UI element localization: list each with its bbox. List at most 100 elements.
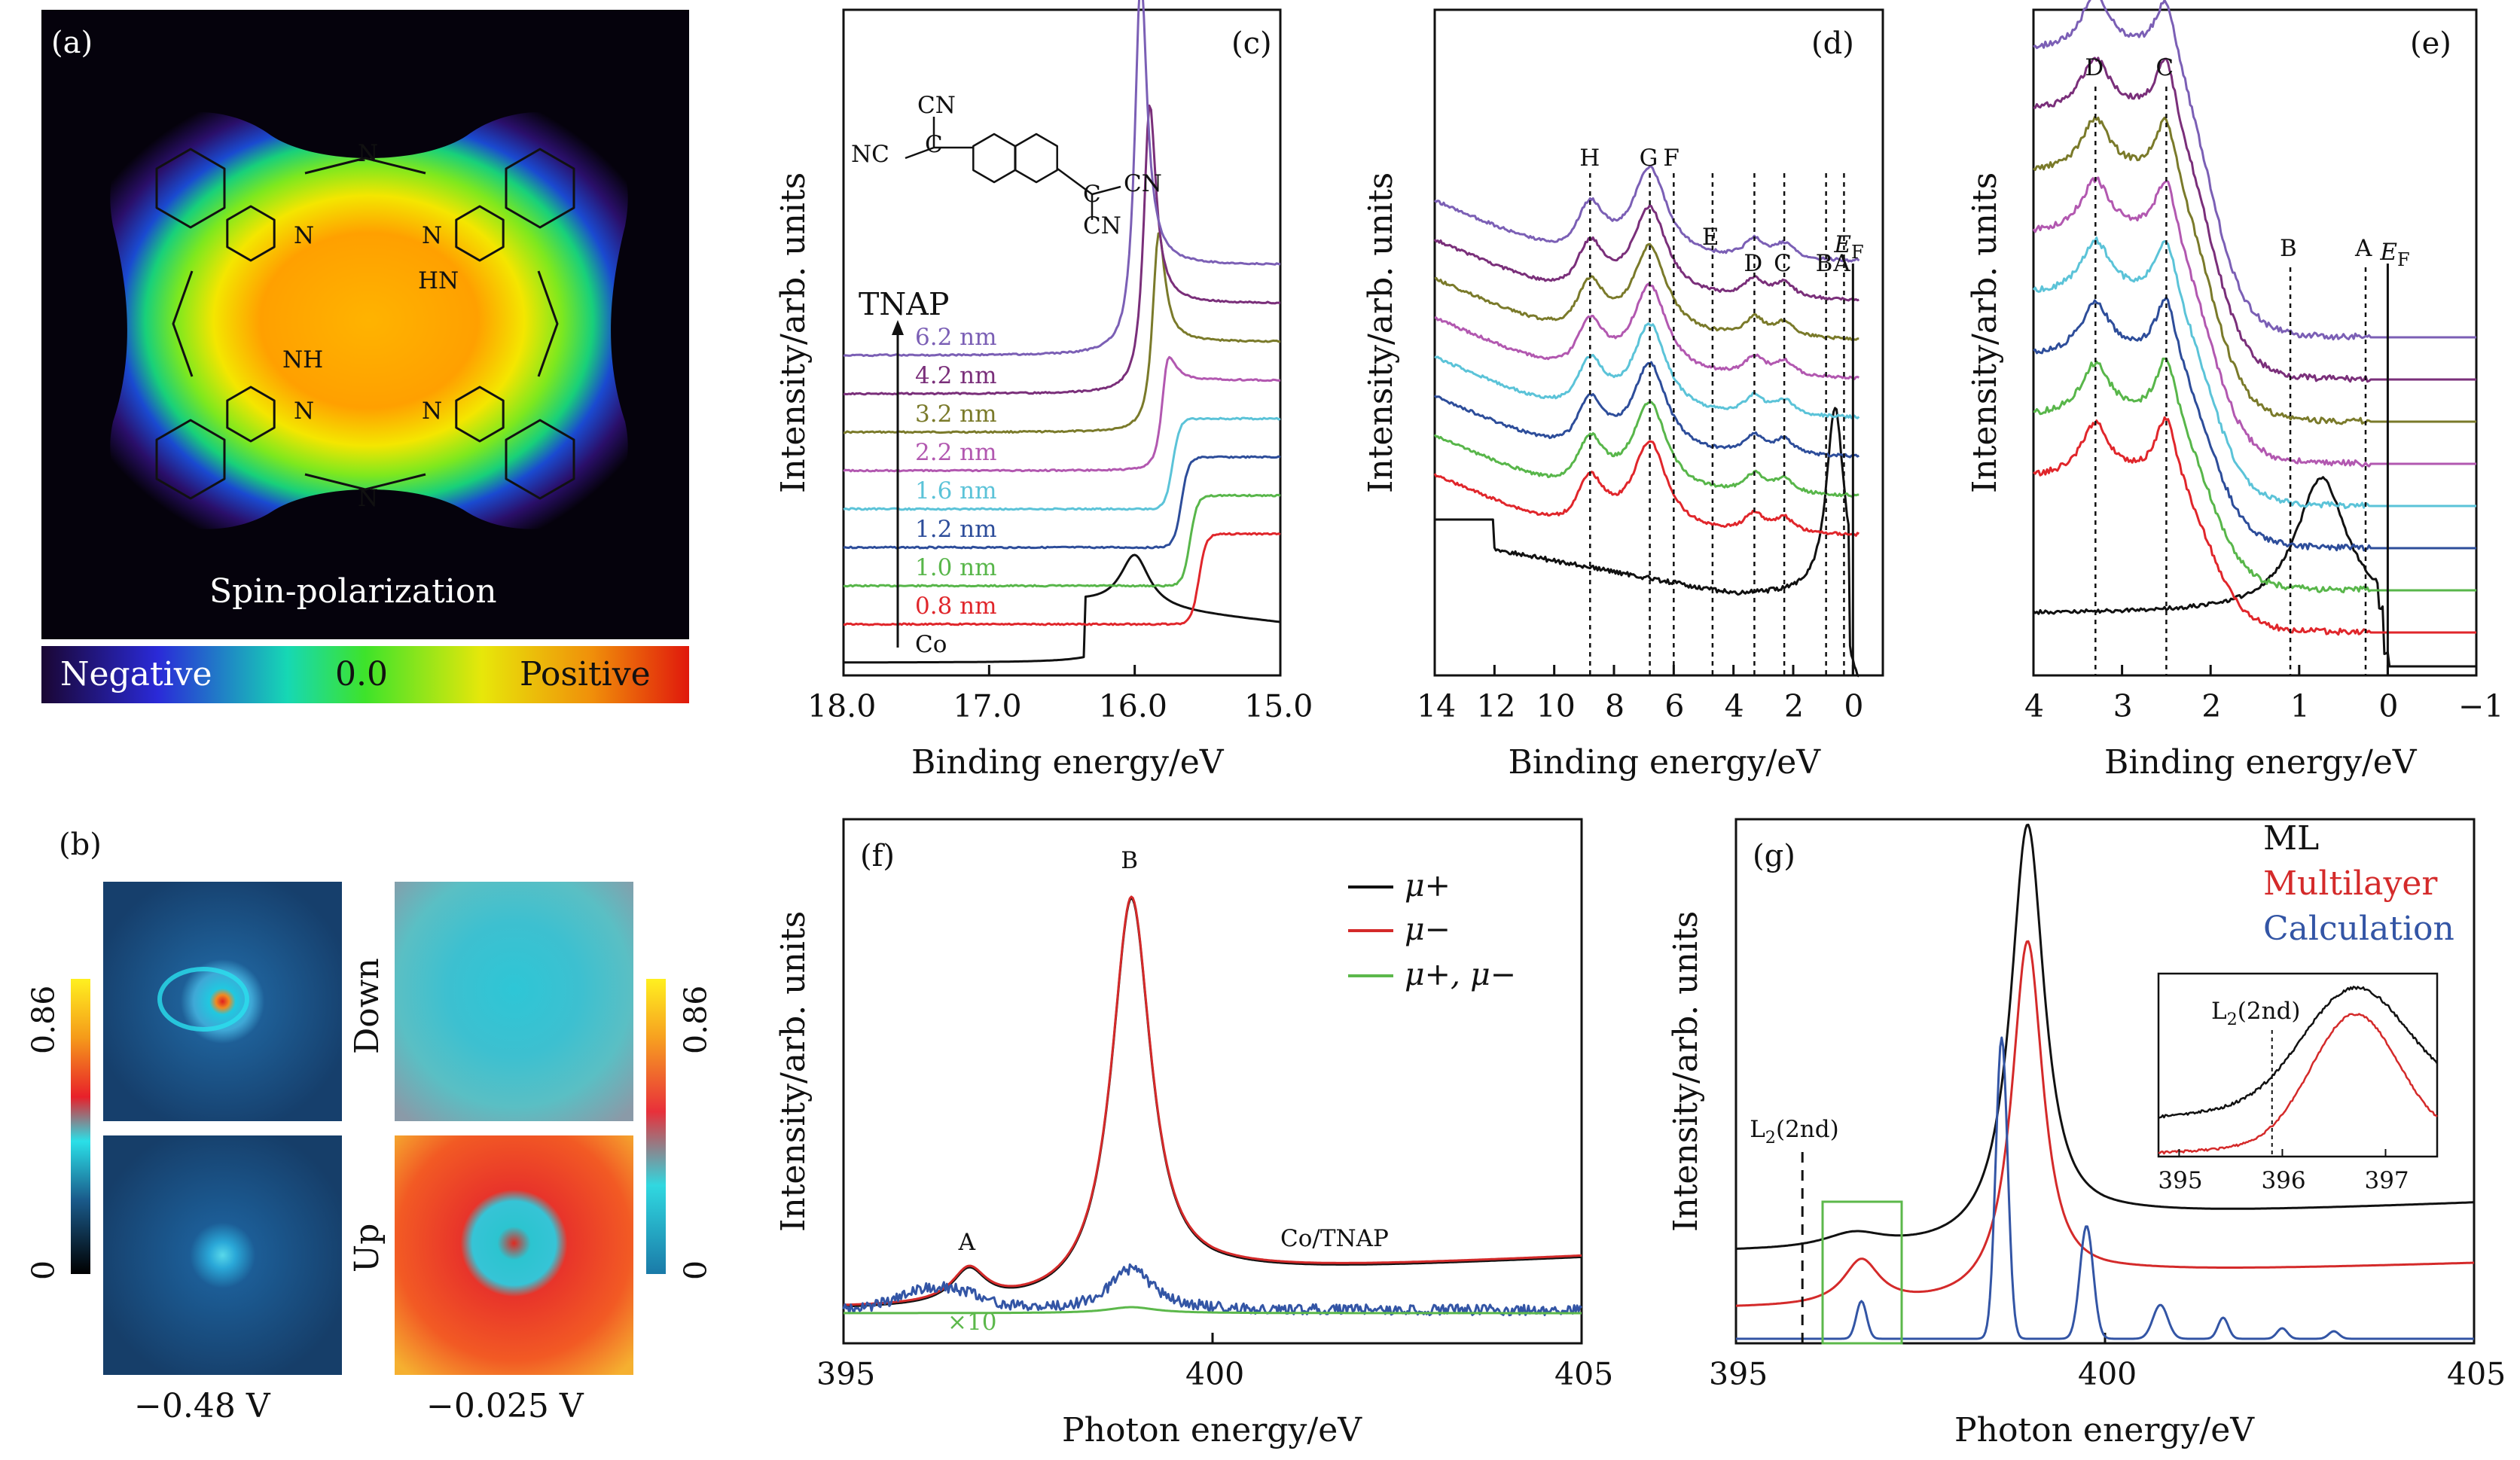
colorbar-b-left — [71, 979, 90, 1274]
down-label: Down — [348, 958, 386, 1054]
x-axis-label: Photon energy/eV — [1954, 1411, 2255, 1449]
series-line-1 — [843, 532, 1281, 626]
spectrum-line-8 — [2033, 0, 2476, 341]
peak-label: B — [1121, 847, 1138, 874]
legend-label-2: Calculation — [2263, 910, 2454, 948]
stm-image-4 — [395, 1135, 633, 1375]
x-tick-label: 395 — [816, 1356, 875, 1392]
series-multilayer — [1736, 940, 2475, 1307]
x-tick-label: 8 — [1605, 688, 1625, 724]
bridge-bond — [172, 270, 194, 377]
inset-x-tick-label: 396 — [2261, 1167, 2305, 1194]
molecule-label: CN — [917, 92, 956, 119]
x-tick-label: 15.0 — [1244, 688, 1313, 724]
x-tick-label: −1 — [2458, 688, 2503, 724]
x-tick-label: 3 — [2113, 688, 2133, 724]
scale-max-left: 0.86 — [26, 986, 62, 1054]
spectrum-line-0 — [1435, 407, 1860, 678]
pyrrole-ring — [226, 386, 276, 443]
stm-image-2 — [103, 1135, 342, 1375]
panel-g: (g) Photon energy/eV Intensity/arb. units 3… — [1667, 818, 2506, 1449]
spectrum-line-2 — [1433, 401, 1859, 498]
spin-map-lobe — [110, 111, 628, 529]
plot-frame — [2032, 8, 2478, 677]
scale-min-left: 0 — [26, 1260, 62, 1280]
marker-label: D — [2085, 54, 2104, 81]
tnap-molecule — [905, 117, 1121, 220]
peak-label: A — [958, 1229, 976, 1256]
pyrrole-ring — [226, 205, 276, 262]
plot-frame — [842, 818, 1583, 1345]
benzene-ring — [155, 419, 226, 500]
panel-b: (b) 0.86 0 0.86 0 Down Up −0.48 V −0.025 V — [26, 828, 714, 1425]
x-tick-label: 17.0 — [953, 688, 1021, 724]
series-calculation — [1736, 1036, 2474, 1340]
legend-label-2: μ+, μ− — [1405, 956, 1516, 992]
fermi-label: EF — [1833, 231, 1863, 263]
panel-b-label: (b) — [59, 828, 102, 862]
spectrum-line-3 — [1433, 361, 1859, 459]
benzene-ring — [505, 419, 575, 500]
bridge-bond — [304, 157, 426, 175]
x-tick-label: 4 — [2024, 688, 2044, 724]
series-label-1: 0.8 nm — [915, 593, 997, 620]
plot-frame — [1433, 8, 1884, 677]
x-tick-label: 1 — [2290, 688, 2310, 724]
series-line-8 — [843, 0, 1281, 358]
series-line-4 — [843, 416, 1281, 511]
scale-note: ×10 — [947, 1309, 996, 1336]
fermi-label: EF — [2379, 239, 2409, 270]
stm-image-1 — [103, 882, 342, 1121]
molecule-label: C — [925, 131, 943, 158]
colorbar-negative: Negative — [60, 655, 212, 693]
colorbar — [41, 646, 689, 703]
inset-marker-label: L2(2nd) — [2211, 998, 2301, 1029]
highlight-box — [1821, 1200, 1903, 1345]
spectrum-line-4 — [2032, 236, 2476, 510]
x-tick-label: 0 — [1844, 688, 1863, 724]
plot-frame — [842, 8, 1282, 677]
x-tick-label: 400 — [1185, 1356, 1244, 1392]
atom-label: N — [422, 222, 442, 249]
legend-label-1: Multilayer — [2263, 864, 2438, 903]
naphthalene-ring — [1014, 133, 1058, 184]
spectrum-line-8 — [1433, 165, 1860, 263]
spectrum-line-1 — [1433, 440, 1860, 537]
spectrum-line-7 — [1433, 204, 1859, 302]
series-label-7: 4.2 nm — [915, 362, 997, 389]
inset-marker-label-sub: 2 — [2227, 1010, 2238, 1029]
series-label-8: 6.2 nm — [915, 324, 997, 351]
bias-left: −0.48 V — [134, 1387, 271, 1425]
spectrum-line-5 — [2032, 176, 2476, 468]
inset-x-tick-label: 395 — [2158, 1167, 2202, 1194]
atom-label: N — [358, 140, 378, 167]
y-axis-label: Intensity/arb. units — [1966, 172, 2004, 493]
scale-max-right: 0.86 — [678, 986, 714, 1054]
marker-label: H — [1579, 145, 1600, 172]
atom-label: N — [294, 222, 314, 249]
benzene-ring — [505, 148, 575, 229]
series-label-5: 2.2 nm — [915, 439, 997, 466]
pyrrole-ring — [455, 386, 505, 443]
atom-label: N — [294, 398, 314, 425]
spectrum-line-6 — [2033, 115, 2476, 425]
x-axis-label: Photon energy/eV — [1062, 1411, 1362, 1449]
marker-label: B — [1816, 250, 1833, 277]
panel-label: (c) — [1231, 26, 1272, 61]
marker-label: G — [1640, 145, 1658, 172]
x-tick-label: 14 — [1417, 688, 1456, 724]
panel-label: (f) — [860, 839, 895, 873]
series-mu-plus — [843, 897, 1582, 1308]
series-label-2: 1.0 nm — [915, 554, 997, 581]
co-tnap-annotation: Co/TNAP — [1280, 1225, 1389, 1252]
spectrum-line-5 — [1434, 282, 1860, 380]
fermi-main: E — [1833, 231, 1851, 258]
spectrum-line-2 — [2033, 357, 2476, 593]
molecule-structure — [155, 148, 575, 500]
inset-x-tick-label: 397 — [2364, 1167, 2409, 1194]
pyrrole-ring — [455, 205, 505, 262]
spectrum-line-1 — [2033, 416, 2476, 636]
panel-a-caption: Spin-polarization — [209, 572, 497, 611]
x-axis-label: Binding energy/eV — [911, 743, 1225, 782]
x-tick-label: 6 — [1664, 688, 1684, 724]
